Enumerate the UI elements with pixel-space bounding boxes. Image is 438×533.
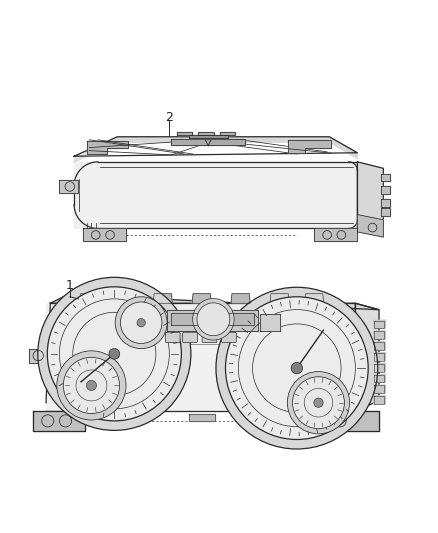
Polygon shape <box>357 162 383 229</box>
Circle shape <box>120 302 162 343</box>
FancyBboxPatch shape <box>166 332 180 343</box>
Polygon shape <box>374 320 385 328</box>
Polygon shape <box>50 295 379 310</box>
Polygon shape <box>270 294 289 303</box>
Circle shape <box>115 297 167 349</box>
Circle shape <box>47 287 181 421</box>
Circle shape <box>193 298 234 340</box>
Circle shape <box>287 372 350 434</box>
Circle shape <box>57 351 126 420</box>
Polygon shape <box>46 303 355 411</box>
Polygon shape <box>177 132 192 135</box>
FancyBboxPatch shape <box>202 332 217 343</box>
Polygon shape <box>198 132 214 135</box>
Polygon shape <box>74 162 357 229</box>
Polygon shape <box>374 331 385 339</box>
Polygon shape <box>374 342 385 350</box>
Polygon shape <box>220 132 236 135</box>
Polygon shape <box>381 174 390 181</box>
FancyBboxPatch shape <box>222 332 236 343</box>
Polygon shape <box>305 411 379 431</box>
Polygon shape <box>192 294 211 303</box>
Polygon shape <box>231 294 250 303</box>
Circle shape <box>314 398 323 407</box>
Polygon shape <box>260 314 279 332</box>
Polygon shape <box>288 140 332 153</box>
Polygon shape <box>374 352 385 361</box>
Polygon shape <box>381 187 390 195</box>
Circle shape <box>86 381 96 391</box>
Circle shape <box>226 297 368 440</box>
Polygon shape <box>87 141 128 154</box>
Polygon shape <box>381 208 390 216</box>
Circle shape <box>197 303 230 336</box>
Polygon shape <box>153 294 172 303</box>
Circle shape <box>137 319 145 327</box>
Polygon shape <box>171 313 254 325</box>
Polygon shape <box>374 374 385 382</box>
Polygon shape <box>374 396 385 404</box>
FancyBboxPatch shape <box>183 332 198 343</box>
Polygon shape <box>314 229 357 241</box>
Polygon shape <box>381 199 390 207</box>
Circle shape <box>109 349 120 359</box>
Polygon shape <box>374 385 385 393</box>
Polygon shape <box>357 215 383 237</box>
Polygon shape <box>33 411 85 431</box>
Polygon shape <box>80 294 99 303</box>
Polygon shape <box>114 294 134 303</box>
Polygon shape <box>374 364 385 372</box>
Circle shape <box>293 377 344 429</box>
Text: 2: 2 <box>165 111 173 124</box>
Polygon shape <box>304 294 324 303</box>
Polygon shape <box>83 229 126 241</box>
Circle shape <box>64 357 120 414</box>
Polygon shape <box>74 137 357 162</box>
Polygon shape <box>167 310 258 332</box>
Circle shape <box>291 362 303 374</box>
Circle shape <box>216 287 378 449</box>
Polygon shape <box>29 349 48 362</box>
Polygon shape <box>171 139 245 146</box>
Polygon shape <box>59 180 78 193</box>
Polygon shape <box>74 137 357 162</box>
Polygon shape <box>355 303 379 411</box>
Circle shape <box>38 277 191 430</box>
Polygon shape <box>189 135 228 138</box>
Polygon shape <box>189 414 215 421</box>
Text: 1: 1 <box>66 279 74 293</box>
